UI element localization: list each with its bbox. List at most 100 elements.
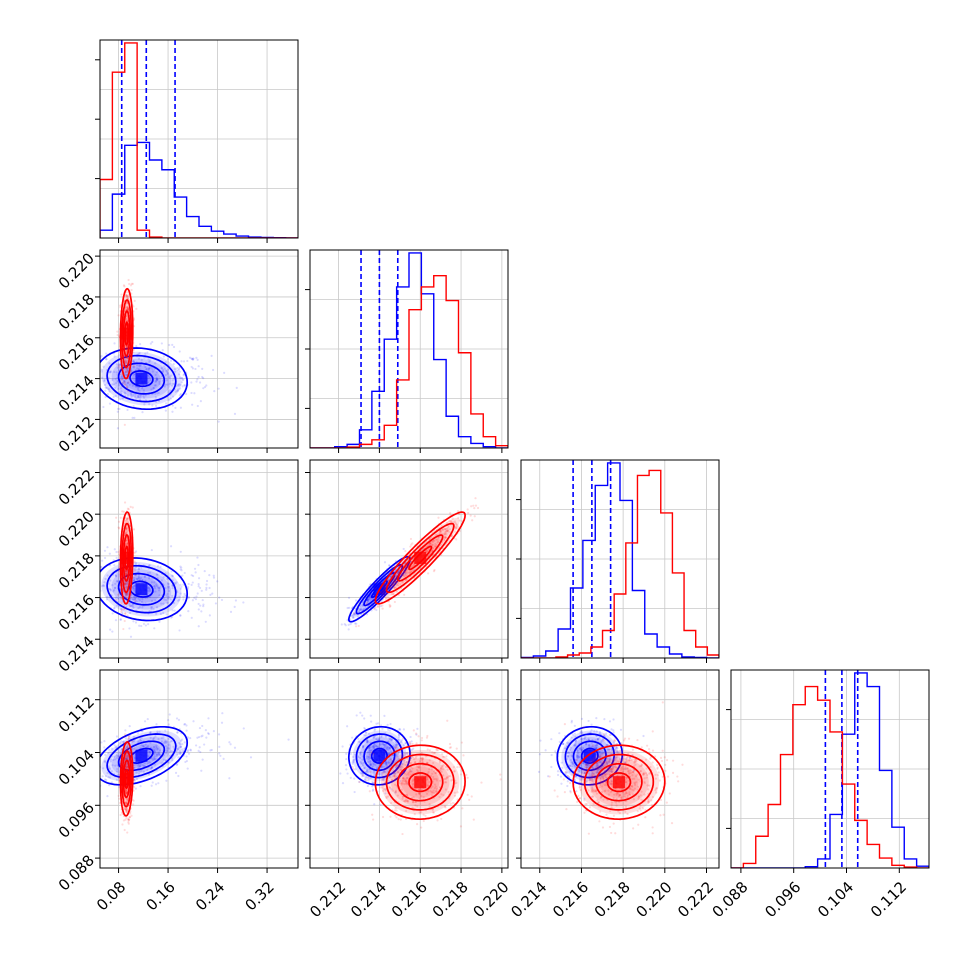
scatter-point — [123, 380, 126, 383]
scatter-point — [450, 520, 453, 523]
scatter-point — [156, 586, 160, 589]
scatter-point — [199, 604, 202, 607]
scatter-point — [126, 614, 129, 617]
scatter-point — [135, 771, 138, 774]
scatter-point — [180, 381, 183, 384]
scatter-point — [127, 737, 130, 740]
scatter-point — [97, 397, 99, 399]
scatter-point — [361, 758, 364, 761]
scatter-point — [146, 717, 149, 721]
scatter-point — [118, 527, 121, 530]
scatter-point — [413, 758, 416, 761]
scatter-point — [100, 566, 103, 569]
scatter-point — [431, 751, 434, 754]
scatter-point — [451, 801, 455, 805]
scatter-point — [233, 746, 237, 749]
scatter-point — [126, 394, 129, 397]
scatter-point — [178, 741, 181, 745]
scatter-point — [155, 745, 158, 749]
x-tick-label: 0.08 — [93, 878, 129, 914]
scatter-point — [387, 760, 390, 763]
scatter-point — [169, 750, 172, 754]
scatter-point — [399, 583, 402, 586]
scatter-point — [109, 758, 113, 761]
scatter-point — [138, 364, 142, 367]
scatter-point — [345, 757, 348, 761]
scatter-point — [138, 394, 141, 397]
scatter-point — [366, 601, 370, 604]
scatter-point — [445, 781, 448, 784]
scatter-point — [456, 766, 459, 769]
scatter-point — [167, 391, 170, 394]
scatter-point — [103, 740, 106, 743]
scatter-point — [378, 599, 382, 602]
scatter-point — [139, 343, 142, 346]
scatter-point — [164, 373, 167, 377]
scatter-point — [101, 559, 104, 562]
scatter-point — [138, 605, 142, 609]
scatter-point — [88, 412, 90, 414]
y-tick-label: 0.220 — [55, 507, 98, 550]
scatter-point — [132, 405, 135, 408]
scatter-point — [126, 541, 129, 544]
scatter-point — [181, 738, 184, 741]
scatter-point — [138, 389, 141, 393]
scatter-point — [398, 727, 401, 731]
scatter-point — [383, 587, 386, 590]
scatter-point — [381, 607, 384, 610]
scatter-point — [126, 308, 130, 311]
scatter-point — [352, 755, 355, 759]
scatter-point — [426, 775, 429, 779]
scatter-point — [113, 606, 116, 609]
scatter-point — [120, 607, 123, 610]
scatter-point — [128, 627, 131, 630]
scatter-point — [213, 389, 216, 393]
scatter-point — [121, 381, 125, 385]
scatter-point — [368, 597, 371, 600]
scatter-point — [394, 580, 397, 584]
scatter-point — [388, 747, 391, 750]
scatter-point — [127, 516, 130, 520]
scatter-point — [470, 505, 473, 508]
scatter-point — [116, 755, 120, 758]
scatter-point — [125, 573, 128, 577]
scatter-point — [121, 510, 124, 513]
scatter-point — [403, 771, 406, 775]
scatter-point — [414, 757, 417, 760]
scatter-point — [366, 741, 369, 744]
scatter-point — [165, 594, 168, 597]
scatter-point — [136, 387, 140, 390]
scatter-point — [135, 577, 139, 581]
scatter-point — [126, 766, 129, 769]
scatter-point — [415, 733, 418, 736]
scatter-point — [401, 795, 404, 799]
scatter-point — [129, 596, 132, 599]
scatter-point — [167, 723, 170, 726]
scatter-point — [142, 745, 145, 748]
scatter-point — [133, 597, 137, 600]
scatter-point — [404, 798, 407, 801]
scatter-point — [395, 741, 398, 745]
scatter-point — [157, 391, 160, 395]
scatter-point — [126, 356, 129, 360]
scatter-point — [137, 574, 140, 577]
scatter-point — [391, 789, 394, 792]
scatter-point — [359, 604, 362, 607]
scatter-point — [119, 813, 122, 817]
scatter-point — [123, 285, 126, 288]
scatter-point — [366, 738, 369, 742]
scatter-point — [344, 624, 347, 627]
scatter-point — [383, 714, 386, 718]
scatter-point — [394, 777, 397, 780]
density-peak — [135, 372, 148, 385]
scatter-point — [198, 746, 201, 749]
scatter-point — [379, 803, 382, 806]
scatter-point — [367, 599, 370, 603]
scatter-point — [155, 583, 158, 586]
scatter-point — [165, 379, 168, 382]
scatter-point — [116, 330, 119, 333]
scatter-point — [115, 550, 118, 554]
scatter-point — [363, 734, 366, 737]
scatter-point — [175, 596, 178, 599]
scatter-point — [392, 578, 396, 581]
